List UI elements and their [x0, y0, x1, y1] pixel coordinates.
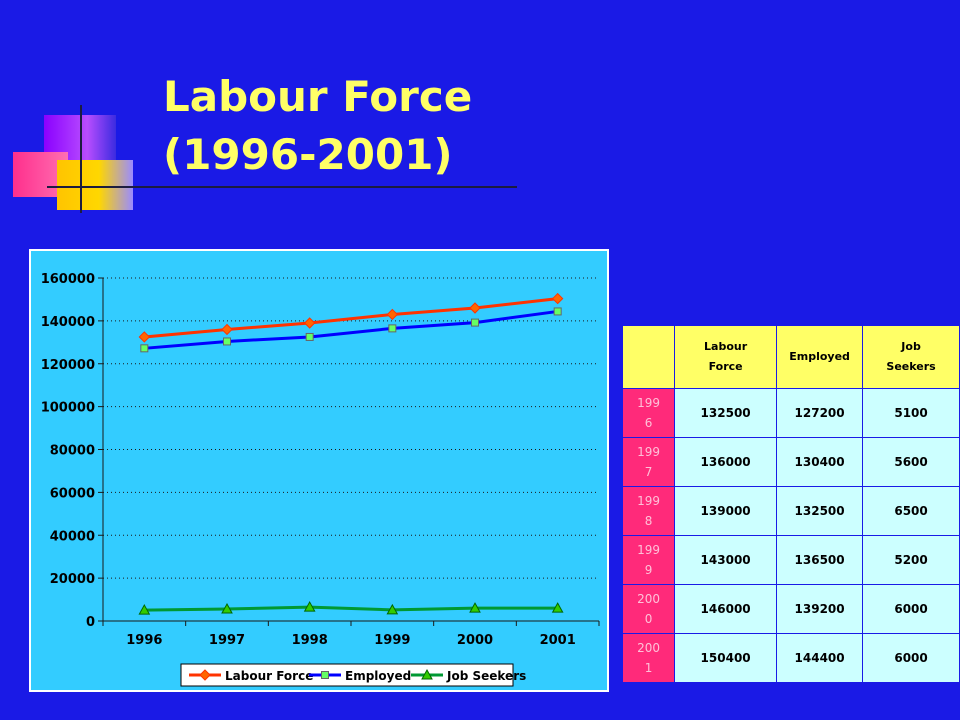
table-row: 200 0 146000 139200 6000 [621, 584, 960, 634]
x-tick-label: 1998 [292, 633, 328, 648]
legend-marker [199, 669, 211, 681]
data-table-body: Labour Force Employed Job Seekers 199 6 13… [621, 325, 960, 683]
slide-title: Labour Force (1996-2001) [163, 68, 472, 184]
data-point [551, 292, 564, 305]
y-tick-label: 80000 [50, 444, 95, 459]
slide-title-line2: (1996-2001) [163, 130, 453, 179]
y-tick-label: 40000 [50, 529, 95, 544]
table-row: 199 8 139000 132500 6500 [621, 486, 960, 536]
table-cell-employed: 132500 [776, 486, 864, 536]
table-cell-employed: 139200 [776, 584, 864, 634]
table-cell-job-seekers: 5100 [862, 388, 960, 438]
legend-marker [421, 668, 433, 680]
data-point [471, 318, 479, 327]
data-point [303, 317, 316, 329]
data-point [303, 601, 316, 612]
table-cell-job-seekers: 6000 [862, 633, 960, 683]
series-line-labour-force [144, 297, 558, 339]
data-point [469, 302, 481, 314]
legend-label: Job Seekers [446, 669, 526, 683]
line-chart: 0 20000 40000 60000 80000 100000 120000 140000 1… [29, 249, 609, 692]
data-point [386, 308, 399, 321]
table-header-employed: Employed [776, 325, 864, 389]
x-tick-label: 1999 [374, 633, 410, 648]
data-point [305, 332, 314, 341]
table-cell-employed: 144400 [776, 633, 864, 683]
table-cell-employed: 130400 [776, 437, 864, 487]
x-tick-label: 2000 [457, 633, 493, 648]
x-tick-label: 1997 [209, 633, 245, 648]
table-header-labour-force: Labour Force [674, 325, 778, 389]
series-line-job-seekers [144, 605, 558, 612]
table-cell-job-seekers: 6000 [862, 584, 960, 634]
table-cell-year: 199 7 [621, 437, 676, 487]
y-tick-label: 160000 [41, 272, 95, 287]
data-point [138, 331, 151, 343]
legend-label: Labour Force [225, 669, 313, 683]
table-header-job-seekers: Job Seekers [862, 325, 960, 389]
data-point [551, 602, 564, 613]
decor-vertical-line [80, 105, 82, 213]
table-header-row: Labour Force Employed Job Seekers [621, 325, 960, 389]
y-tick-label: 120000 [41, 358, 95, 373]
table-cell-labour-force: 136000 [674, 437, 778, 487]
table-cell-employed: 127200 [776, 388, 864, 438]
table-row: 199 6 132500 127200 5100 [621, 388, 960, 438]
table-row: 200 1 150400 144400 6000 [621, 633, 960, 683]
series-line-employed [144, 309, 558, 350]
table-header-corner [621, 325, 676, 389]
data-point [138, 604, 151, 615]
y-tick-label: 20000 [50, 572, 95, 587]
slide-title-line1: Labour Force [163, 72, 473, 121]
data-point [223, 337, 231, 346]
data-point [386, 603, 399, 615]
decor-yellow-square [57, 160, 133, 210]
table-cell-labour-force: 150400 [674, 633, 778, 683]
table-cell-year: 199 8 [621, 486, 676, 536]
decor-horizontal-line [47, 186, 517, 188]
data-point [221, 602, 233, 614]
table-row: 199 9 143000 136500 5200 [621, 535, 960, 585]
table-cell-year: 199 9 [621, 535, 676, 585]
table-cell-year: 200 1 [621, 633, 676, 683]
data-point [221, 323, 233, 336]
table-cell-labour-force: 143000 [674, 535, 778, 585]
table-cell-employed: 136500 [776, 535, 864, 585]
table-cell-year: 200 0 [621, 584, 676, 634]
data-point [140, 344, 149, 353]
data-point [388, 324, 397, 333]
y-tick-label: 100000 [41, 401, 95, 416]
data-table: Labour Force Employed Job Seekers 199 6 13… [621, 325, 960, 683]
table-cell-labour-force: 132500 [674, 388, 778, 438]
x-tick-label: 2001 [540, 633, 576, 648]
y-tick-label: 0 [86, 615, 95, 630]
legend-box [180, 663, 514, 687]
data-point [469, 602, 481, 613]
table-cell-job-seekers: 5600 [862, 437, 960, 487]
y-tick-label: 140000 [41, 315, 95, 330]
x-tick-label: 1996 [126, 633, 162, 648]
data-point [553, 307, 562, 316]
table-cell-labour-force: 146000 [674, 584, 778, 634]
table-cell-job-seekers: 6500 [862, 486, 960, 536]
table-cell-labour-force: 139000 [674, 486, 778, 536]
legend-marker [321, 671, 329, 679]
table-row: 199 7 136000 130400 5600 [621, 437, 960, 487]
table-cell-year: 199 6 [621, 388, 676, 438]
chart-canvas: 0 20000 40000 60000 80000 100000 120000 140000 1… [41, 272, 600, 687]
y-tick-label: 60000 [50, 486, 95, 501]
legend-label: Employed [345, 669, 411, 683]
table-cell-job-seekers: 5200 [862, 535, 960, 585]
